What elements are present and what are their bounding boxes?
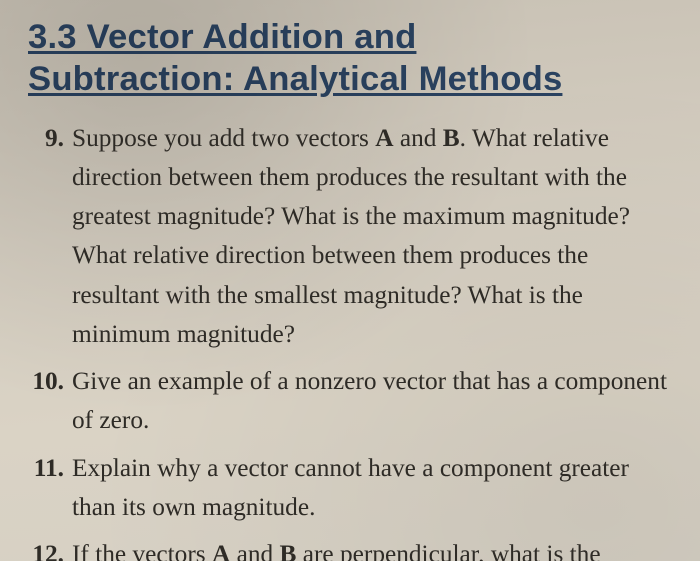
text-run: and xyxy=(230,540,279,561)
text-run: If the vectors xyxy=(72,540,212,561)
question-text: Give an example of a nonzero vector that… xyxy=(72,367,667,434)
question-item: 12. If the vectors A and B are perpendicu… xyxy=(28,535,672,561)
text-run: and xyxy=(394,124,443,152)
question-number: 10. xyxy=(28,362,64,401)
question-number: 9. xyxy=(28,119,64,158)
question-item: 10.Give an example of a nonzero vector t… xyxy=(28,362,672,441)
text-run: . What relative direction between them p… xyxy=(72,124,630,348)
text-run: Explain why a vector cannot have a compo… xyxy=(72,454,629,521)
question-number: 11. xyxy=(28,449,64,488)
vector-symbol: A xyxy=(375,124,393,152)
question-item: 11.Explain why a vector cannot have a co… xyxy=(28,449,672,528)
question-text: If the vectors A and B are perpendicular… xyxy=(72,540,616,561)
heading-line-1: 3.3 Vector Addition and xyxy=(28,18,416,56)
section-heading: 3.3 Vector Addition and Subtraction: Ana… xyxy=(28,16,672,101)
text-run: Suppose you add two vectors xyxy=(72,124,375,152)
vector-symbol: A xyxy=(212,540,230,561)
text-run: Give an example of a nonzero vector that… xyxy=(72,367,667,434)
question-item: 9.Suppose you add two vectors A and B. W… xyxy=(28,119,672,355)
question-text: Suppose you add two vectors A and B. Wha… xyxy=(72,124,630,348)
heading-line-2: Subtraction: Analytical Methods xyxy=(28,60,562,98)
question-list: 9.Suppose you add two vectors A and B. W… xyxy=(28,119,672,561)
vector-symbol: B xyxy=(279,540,296,561)
vector-symbol: B xyxy=(443,124,460,152)
question-text: Explain why a vector cannot have a compo… xyxy=(72,454,629,521)
question-number: 12. xyxy=(28,535,64,561)
